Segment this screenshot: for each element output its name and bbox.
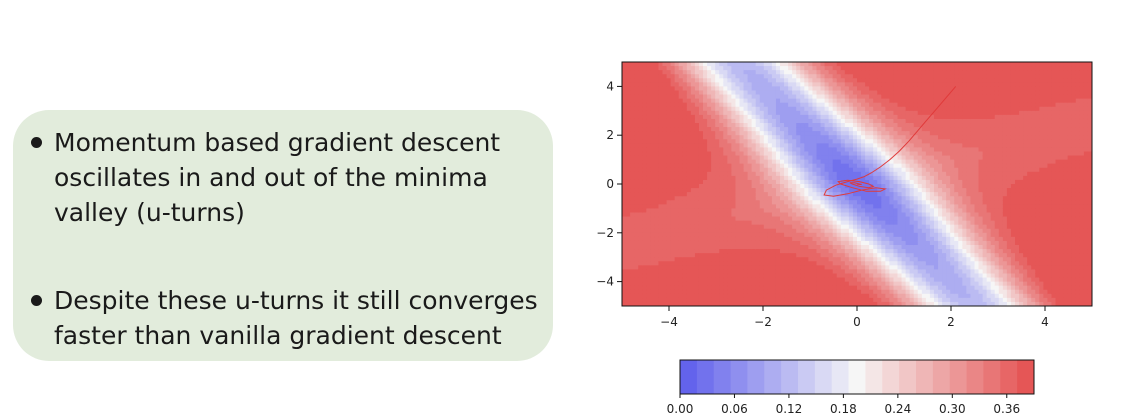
colorbar-tick-label: 0.18 — [830, 402, 857, 416]
bullet-text-oscillation: Momentum based gradient descent oscillat… — [54, 128, 501, 227]
contour-plot: −4 −2 0 2 4 −4 −2 0 2 4 — [596, 61, 1093, 329]
colorbar-frame — [679, 359, 1035, 395]
x-tick-label: 4 — [1041, 315, 1049, 329]
bullet-item-convergence: Despite these u-turns it still converges… — [31, 283, 554, 353]
bullet-text-convergence: Despite these u-turns it still converges… — [54, 286, 538, 350]
x-tick-label: −4 — [660, 315, 678, 329]
y-tick-label: −2 — [596, 226, 614, 240]
y-tick-label: 4 — [606, 79, 614, 93]
colorbar-levels — [680, 360, 1035, 394]
x-tick-label: 0 — [853, 315, 861, 329]
y-tick-label: 2 — [606, 128, 614, 142]
colorbar-tick-label: 0.06 — [721, 402, 748, 416]
colorbar-tick-label: 0.24 — [884, 402, 911, 416]
gradient-descent-trajectory — [823, 86, 957, 197]
colorbar: 0.00 0.06 0.12 0.18 0.24 0.30 0.36 — [667, 359, 1035, 416]
x-tick-label: −2 — [754, 315, 772, 329]
y-tick-label: 0 — [606, 177, 614, 191]
contour-field — [622, 62, 1092, 306]
bullet-item-oscillation: Momentum based gradient descent oscillat… — [31, 125, 554, 230]
x-tick-label: 2 — [947, 315, 955, 329]
colorbar-tick-label: 0.36 — [993, 402, 1020, 416]
y-tick-label: −4 — [596, 275, 614, 289]
colorbar-tick-label: 0.00 — [667, 402, 694, 416]
bullet-dot-icon — [31, 137, 42, 148]
colorbar-tick-label: 0.12 — [776, 402, 803, 416]
colorbar-tick-label: 0.30 — [939, 402, 966, 416]
notes-panel: Momentum based gradient descent oscillat… — [13, 110, 553, 361]
bullet-dot-icon — [31, 295, 42, 306]
